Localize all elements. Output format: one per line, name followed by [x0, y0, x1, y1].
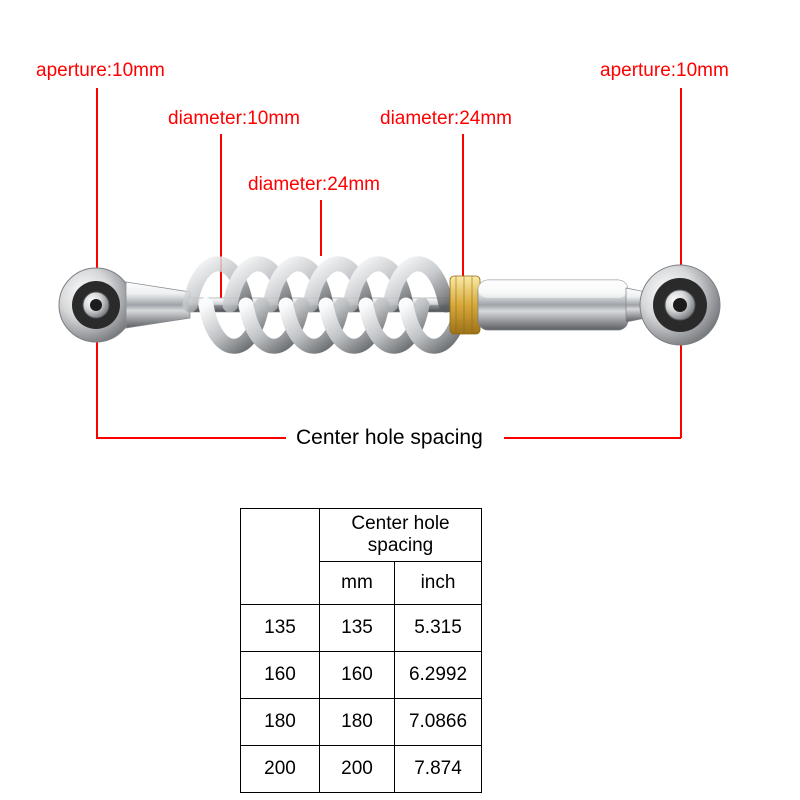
center-spacing-label: Center hole spacing [296, 426, 483, 450]
row-inch: 6.2992 [395, 652, 482, 699]
row-key: 200 [241, 746, 320, 793]
diameter-rod-label: diameter:10mm [168, 108, 300, 130]
body-cylinder [478, 280, 656, 330]
row-inch: 7.0866 [395, 699, 482, 746]
row-mm: 200 [320, 746, 395, 793]
table-subheader-mm: mm [320, 562, 395, 605]
row-key: 160 [241, 652, 320, 699]
aperture-left-label: aperture:10mm [36, 60, 165, 82]
row-mm: 180 [320, 699, 395, 746]
gold-collar [450, 276, 480, 334]
table-row: 135 135 5.315 [241, 605, 482, 652]
shock-absorber-diagram [40, 210, 760, 410]
spacing-brace-right-h [504, 437, 681, 439]
spacing-table: Center hole spacing mm inch 135 135 5.31… [240, 508, 482, 793]
table-row: 180 180 7.0866 [241, 699, 482, 746]
aperture-right-label: aperture:10mm [600, 60, 729, 82]
table-header-title: Center hole spacing [320, 509, 482, 562]
left-eyelet [59, 268, 190, 342]
row-inch: 7.874 [395, 746, 482, 793]
table-corner-blank [241, 509, 320, 605]
row-mm: 160 [320, 652, 395, 699]
row-inch: 5.315 [395, 605, 482, 652]
row-key: 180 [241, 699, 320, 746]
spacing-brace-left-h [96, 437, 286, 439]
table-row: 160 160 6.2992 [241, 652, 482, 699]
table-subheader-inch: inch [395, 562, 482, 605]
spring [190, 264, 462, 347]
right-eyelet [640, 265, 720, 345]
row-key: 135 [241, 605, 320, 652]
diameter-spring-label: diameter:24mm [248, 174, 380, 196]
diameter-body-label: diameter:24mm [380, 108, 512, 130]
table-row: 200 200 7.874 [241, 746, 482, 793]
row-mm: 135 [320, 605, 395, 652]
